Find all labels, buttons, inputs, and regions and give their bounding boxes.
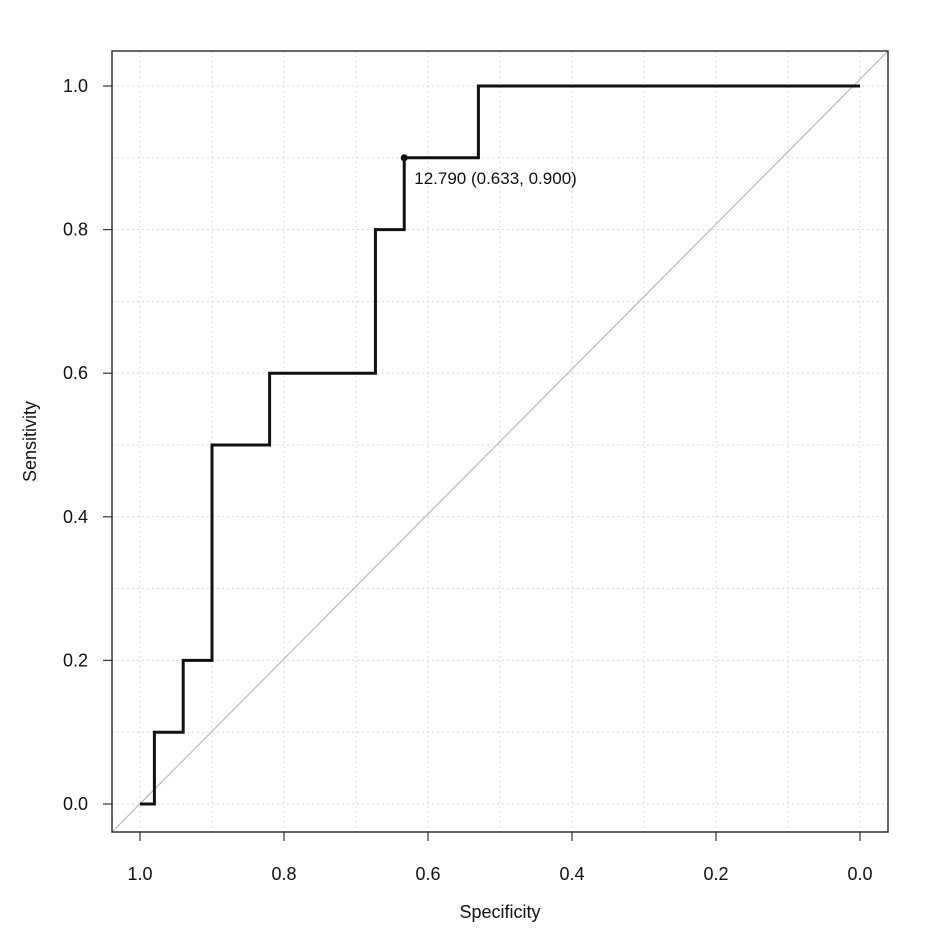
grid-layer — [112, 51, 888, 832]
x-axis-tick-label: 0.2 — [703, 864, 728, 884]
x-axis-title: Specificity — [459, 902, 540, 922]
y-axis-tick-label: 0.0 — [63, 794, 88, 814]
series-layer — [140, 84, 860, 806]
best-threshold-label: 12.790 (0.633, 0.900) — [414, 169, 577, 188]
x-axis-tick-label: 0.6 — [415, 864, 440, 884]
plot-frame — [111, 50, 889, 833]
x-axis-tick-label: 1.0 — [127, 864, 152, 884]
roc-curve — [140, 84, 860, 806]
x-axis-tick-label: 0.4 — [559, 864, 584, 884]
marker-layer — [400, 154, 408, 162]
y-axis-tick-label: 0.4 — [63, 507, 88, 527]
x-axis-tick-label: 0.0 — [847, 864, 872, 884]
chance-reference-line — [111, 50, 889, 833]
axis-layer: 1.0 0.8 0.6 0.4 0.2 0.0 0.0 0.2 0.4 0.6 0.8 1.0 — [63, 50, 889, 884]
y-axis-tick-label: 0.8 — [63, 220, 88, 240]
y-axis-tick-label: 1.0 — [63, 76, 88, 96]
x-axis-tick-label: 0.8 — [271, 864, 296, 884]
y-axis-tick-label: 0.2 — [63, 650, 88, 670]
label-layer: Specificity Sensitivity 12.790 (0.633, 0… — [20, 169, 577, 922]
best-threshold-point — [400, 154, 408, 162]
y-axis-title: Sensitivity — [20, 401, 40, 482]
y-axis-tick-label: 0.6 — [63, 363, 88, 383]
reference-line-layer — [111, 50, 889, 833]
